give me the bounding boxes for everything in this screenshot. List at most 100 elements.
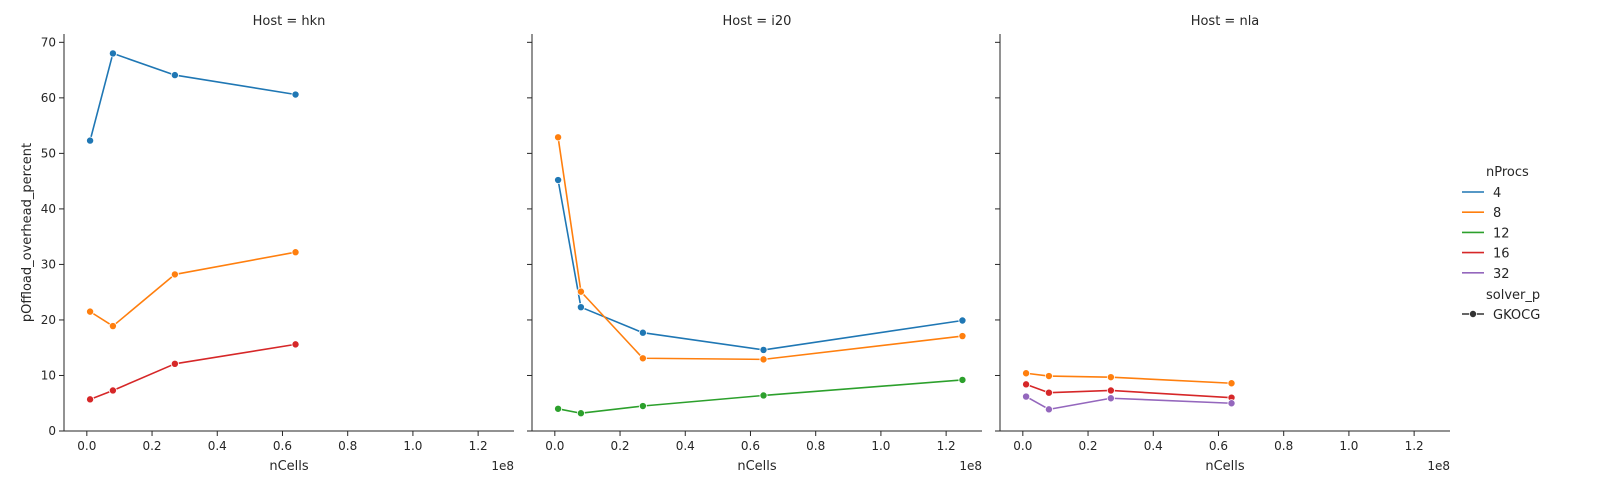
x-axis-label: nCells (269, 459, 309, 474)
legend-entry: 16 (1462, 247, 1510, 262)
x-tick-label: 0.4 (208, 439, 227, 453)
data-point (108, 386, 117, 395)
legend-label: 4 (1493, 186, 1501, 201)
data-point (638, 328, 647, 337)
legend-label: 8 (1493, 206, 1501, 221)
series-line (1025, 383, 1232, 399)
series-line (1025, 372, 1232, 385)
data-point (1022, 369, 1031, 378)
x-offset-label: 1e8 (1427, 459, 1450, 473)
data-point (1106, 386, 1115, 395)
data-point (86, 395, 95, 404)
x-tick-label: 0.8 (338, 439, 357, 453)
x-tick-label: 0.2 (1078, 439, 1097, 453)
x-tick-label: 0.6 (273, 439, 292, 453)
x-tick-label: 0.2 (142, 439, 161, 453)
x-tick-label: 0.6 (1209, 439, 1228, 453)
data-point (1022, 392, 1031, 401)
series-nprocs-4 (554, 176, 967, 354)
series-nprocs-4 (86, 49, 300, 145)
y-tick-label: 40 (41, 202, 56, 216)
data-point (291, 340, 300, 349)
legend: nProcs 4 8 12 16 32 solver_p GKOCG (1462, 165, 1540, 323)
series-nprocs-32 (1022, 392, 1236, 414)
y-tick-label: 0 (48, 424, 56, 438)
y-tick-label: 30 (41, 257, 56, 271)
x-axis-label: nCells (737, 459, 777, 474)
data-point (759, 345, 768, 354)
data-point (576, 287, 585, 296)
data-point (1227, 379, 1236, 388)
y-tick-label: 50 (41, 146, 56, 160)
data-point (1106, 394, 1115, 403)
x-tick-label: 0.4 (676, 439, 695, 453)
data-point (108, 49, 117, 58)
panel-title: Host = hkn (253, 14, 326, 29)
series-nprocs-8 (86, 248, 300, 331)
data-point (170, 359, 179, 368)
series-line (557, 179, 963, 351)
legend-style-marker (1469, 309, 1478, 318)
x-tick-label: 1.2 (1405, 439, 1424, 453)
legend-entry: 4 (1462, 186, 1501, 201)
data-point (554, 404, 563, 413)
data-point (170, 71, 179, 80)
panel-2: Host = i20 0.0 0.2 0.4 0.6 0.8 1.0 1.2 nCells 1e8 (527, 14, 982, 474)
x-tick-label: 0.0 (545, 439, 564, 453)
x-tick-label: 0.0 (77, 439, 96, 453)
legend-style-label: GKOCG (1493, 308, 1540, 323)
data-point (170, 270, 179, 279)
series-line (557, 137, 963, 361)
x-tick-label: 0.8 (1274, 439, 1293, 453)
legend-label: 16 (1493, 247, 1510, 262)
data-point (86, 136, 95, 145)
x-tick-label: 0.0 (1013, 439, 1032, 453)
legend-entry: 32 (1462, 267, 1510, 282)
x-tick-label: 1.0 (403, 439, 422, 453)
data-point (108, 322, 117, 331)
data-point (958, 316, 967, 325)
panel-title: Host = i20 (723, 14, 792, 29)
data-point (1227, 399, 1236, 408)
data-point (1044, 388, 1053, 397)
chart-panels: Host = hkn 0.0 0.2 0.4 0.6 0.8 1.0 1.2 nCells 1e8… (20, 14, 1450, 474)
data-point (576, 303, 585, 312)
x-offset-label: 1e8 (491, 459, 514, 473)
y-tick-label: 20 (41, 313, 56, 327)
legend-label: 12 (1493, 226, 1510, 241)
x-tick-label: 0.2 (610, 439, 629, 453)
x-tick-label: 1.2 (937, 439, 956, 453)
legend-entry: 8 (1462, 206, 1501, 221)
x-tick-label: 0.8 (806, 439, 825, 453)
series-nprocs-12 (554, 375, 967, 418)
data-point (1044, 405, 1053, 414)
x-axis-label: nCells (1205, 459, 1245, 474)
data-point (576, 409, 585, 418)
legend-title: nProcs (1486, 165, 1529, 180)
legend-entry: 12 (1462, 226, 1510, 241)
data-point (638, 402, 647, 411)
series-nprocs-8 (554, 133, 967, 364)
series-nprocs-16 (86, 340, 300, 404)
panel-3: Host = nla 0.0 0.2 0.4 0.6 0.8 1.0 1.2 nCells 1e8 (995, 14, 1450, 474)
y-tick-label: 60 (41, 91, 56, 105)
data-point (958, 375, 967, 384)
series-line (1025, 395, 1232, 411)
panel-1: Host = hkn 0.0 0.2 0.4 0.6 0.8 1.0 1.2 nCells 1e8… (20, 14, 514, 474)
data-point (554, 176, 563, 185)
data-point (759, 391, 768, 400)
panel-title: Host = nla (1191, 14, 1260, 29)
series-nprocs-8 (1022, 369, 1236, 388)
series-line (89, 52, 296, 141)
x-tick-label: 1.0 (871, 439, 890, 453)
legend-style-entry: GKOCG (1462, 308, 1540, 323)
y-tick-label: 10 (41, 368, 56, 382)
data-point (1022, 380, 1031, 389)
y-tick-label: 70 (41, 35, 56, 49)
data-point (1044, 372, 1053, 381)
y-axis-label: pOffload_overhead_percent (20, 143, 35, 322)
series-line (89, 251, 296, 327)
data-point (86, 307, 95, 316)
series-line (89, 343, 296, 401)
